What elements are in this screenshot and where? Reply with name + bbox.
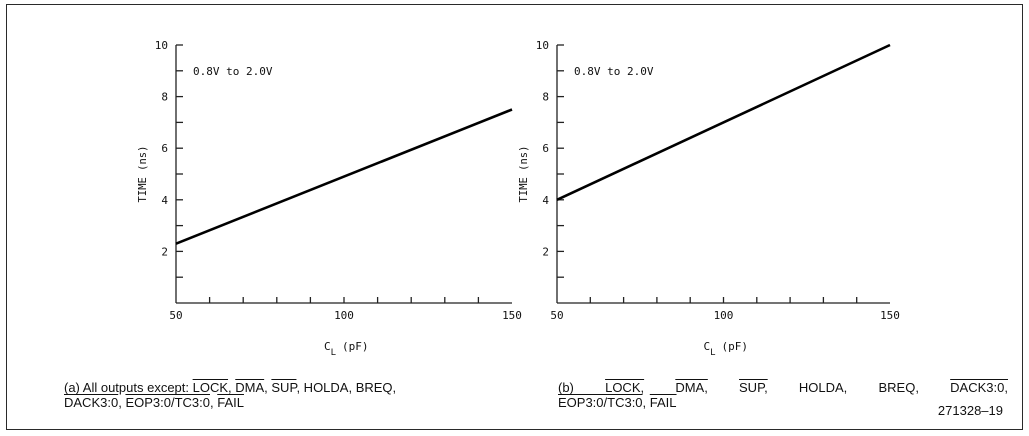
y-tick-label: 10 xyxy=(536,39,549,52)
x-tick-label: 100 xyxy=(334,309,354,322)
caption-b-dack: DACK3:0, xyxy=(950,380,1008,395)
caption-a-comma1: , xyxy=(228,380,236,395)
caption-a-comma2: , xyxy=(264,380,272,395)
caption-b-breq: BREQ, xyxy=(878,380,919,395)
y-tick-label: 2 xyxy=(542,245,549,258)
caption-a-comma3: , xyxy=(118,395,126,410)
caption-b-eop: EOP3:0/TC3:0 xyxy=(558,395,643,410)
caption-b-dma: DMA, xyxy=(675,380,708,395)
x-axis-label: CL (pF) xyxy=(704,340,749,358)
caption-a-dack: DACK3:0 xyxy=(64,395,119,410)
caption-a-fail: FAIL xyxy=(217,395,244,410)
caption-b-line2: EOP3:0/TC3:0, FAIL xyxy=(558,395,1008,410)
x-tick-label: 100 xyxy=(714,309,734,322)
caption-a-sup: SUP xyxy=(271,380,297,395)
caption-a-dma: DMA xyxy=(235,380,265,395)
caption-a: (a) All outputs except: LOCK, DMA, SUP, … xyxy=(64,380,534,410)
caption-b-line1: (b) LOCK, DMA, SUP, HOLDA, BREQ, DACK3:0… xyxy=(558,380,1008,395)
chart-b: 2 4 6 8 10 50 100 150 TIME (ns) CL (pF) 0.8V to 2.0… xyxy=(518,39,900,358)
figure-id: 271328–19 xyxy=(937,403,1003,418)
y-tick-label: 6 xyxy=(542,142,549,155)
caption-b-comma: , xyxy=(642,395,650,410)
x-tick-label: 50 xyxy=(169,309,182,322)
caption-b-prefix: (b) xyxy=(558,380,574,395)
caption-b-sup: SUP, xyxy=(739,380,768,395)
x-axis-label: CL (pF) xyxy=(324,340,369,358)
y-tick-label: 2 xyxy=(161,245,168,258)
x-tick-label: 150 xyxy=(502,309,522,322)
y-axis-label: TIME (ns) xyxy=(518,146,530,203)
y-tick-label: 10 xyxy=(155,39,168,52)
chart-a: 2 4 6 8 10 50 100 150 TIME (ns) CL (pF) 0.8V to 2.0… xyxy=(137,39,522,358)
y-tick-label: 6 xyxy=(161,142,168,155)
x-tick-label: 50 xyxy=(550,309,563,322)
caption-a-line1: (a) All outputs except: LOCK, DMA, SUP, … xyxy=(64,380,534,395)
caption-a-lock: LOCK xyxy=(192,380,229,395)
caption-a-prefix: (a) All outputs except: xyxy=(64,380,193,395)
y-axis-label: TIME (ns) xyxy=(137,146,149,203)
caption-a-mid: , HOLDA, BREQ, xyxy=(296,380,397,395)
y-tick-label: 8 xyxy=(542,91,549,104)
x-tick-label: 150 xyxy=(880,309,900,322)
caption-a-comma4: , xyxy=(209,395,218,410)
y-tick-label: 4 xyxy=(161,194,168,207)
caption-a-line2: DACK3:0, EOP3:0/TC3:0, FAIL xyxy=(64,395,534,410)
caption-b: (b) LOCK, DMA, SUP, HOLDA, BREQ, DACK3:0… xyxy=(558,380,1008,410)
caption-b-lock: LOCK, xyxy=(605,380,645,395)
y-tick-label: 8 xyxy=(161,91,168,104)
y-tick-label: 4 xyxy=(542,194,549,207)
caption-a-eop: EOP3:0/TC3:0 xyxy=(125,395,210,410)
caption-b-holda: HOLDA, xyxy=(798,380,848,395)
caption-b-fail: FAIL xyxy=(649,395,677,410)
annotation: 0.8V to 2.0V xyxy=(193,65,273,78)
series-line xyxy=(175,108,513,245)
series-line xyxy=(556,43,891,201)
annotation: 0.8V to 2.0V xyxy=(574,65,654,78)
